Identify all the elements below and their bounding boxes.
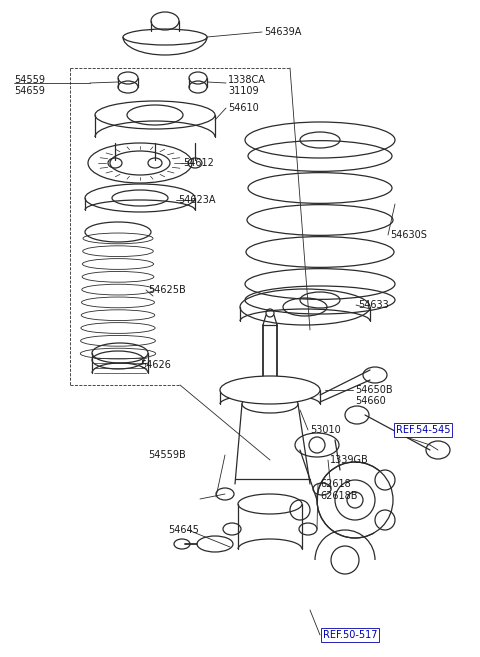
Ellipse shape bbox=[220, 376, 320, 404]
Text: 53010: 53010 bbox=[310, 425, 341, 435]
Text: 1338CA: 1338CA bbox=[228, 75, 266, 85]
Text: 54559: 54559 bbox=[14, 75, 45, 85]
Text: 54633: 54633 bbox=[358, 300, 389, 310]
Text: 54625B: 54625B bbox=[148, 285, 186, 295]
Text: 54626: 54626 bbox=[140, 360, 171, 370]
Text: 54660: 54660 bbox=[355, 396, 386, 406]
Text: 31109: 31109 bbox=[228, 86, 259, 96]
Text: 54612: 54612 bbox=[183, 158, 214, 168]
Text: 54639A: 54639A bbox=[264, 27, 301, 37]
Text: REF.54-545: REF.54-545 bbox=[396, 425, 451, 435]
Text: 62618: 62618 bbox=[320, 479, 351, 489]
Text: REF.50-517: REF.50-517 bbox=[323, 630, 377, 640]
Text: 54659: 54659 bbox=[14, 86, 45, 96]
Text: 54623A: 54623A bbox=[178, 195, 216, 205]
Text: 54650B: 54650B bbox=[355, 385, 393, 395]
Text: 54559B: 54559B bbox=[148, 450, 186, 460]
Text: 54645: 54645 bbox=[168, 525, 199, 535]
Text: 54630S: 54630S bbox=[390, 230, 427, 240]
Text: 1339GB: 1339GB bbox=[330, 455, 369, 465]
Text: 54610: 54610 bbox=[228, 103, 259, 113]
Text: 62618B: 62618B bbox=[320, 491, 358, 501]
